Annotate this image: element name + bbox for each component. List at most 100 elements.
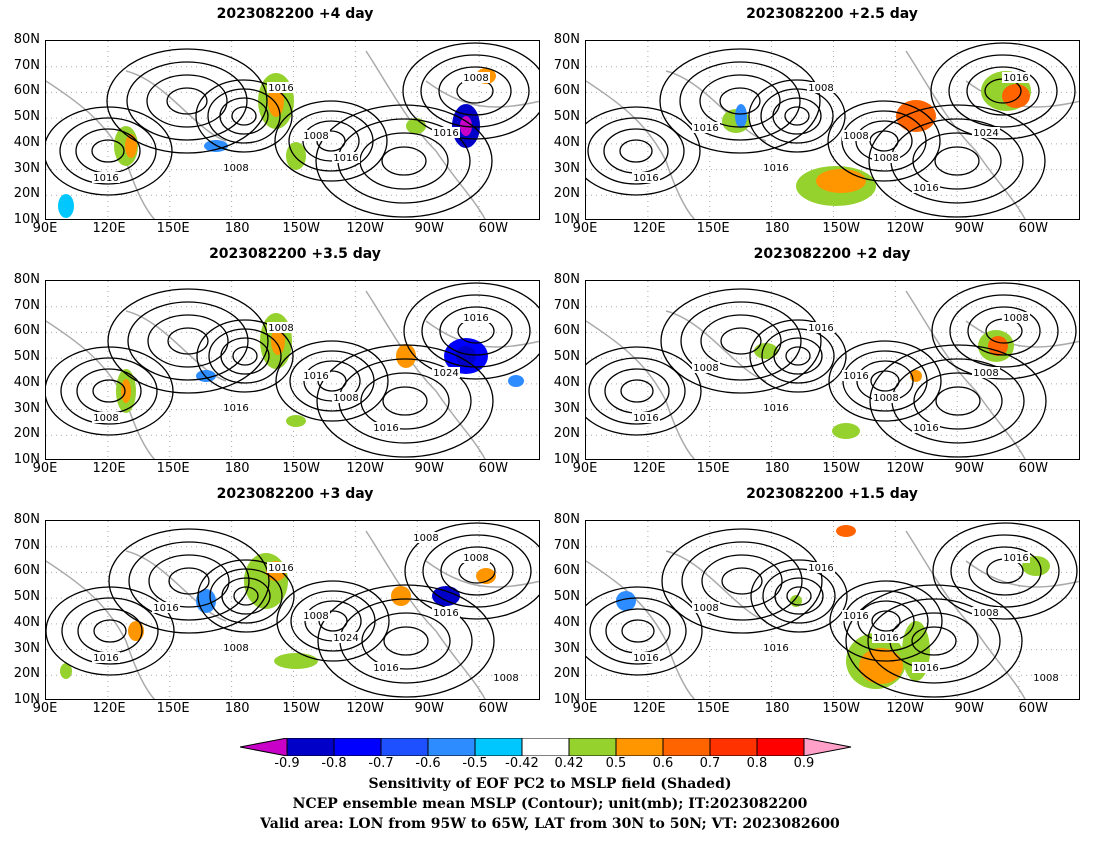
mslp-contour [784, 106, 810, 126]
mslp-contour [588, 357, 686, 425]
caption-line-2: NCEP ensemble mean MSLP (Contour); unit(… [292, 796, 808, 812]
contour-label: 1008 [843, 131, 868, 142]
mslp-contour [750, 559, 848, 633]
contour-label: 1024 [333, 633, 358, 644]
mslp-contour [106, 48, 268, 154]
mslp-contour [586, 106, 701, 196]
x-tick-label: 150E [696, 221, 730, 236]
map-drawing-2: 1016 1016 1008 1008 1024 1016 1008 1016 1016 [586, 41, 1079, 219]
y-tick-label: 70N [13, 57, 40, 73]
contour-label-bg [842, 610, 870, 621]
contour-label: 1016 [843, 371, 868, 382]
contour-label: 1016 [463, 313, 488, 324]
contour-label-bg [462, 552, 490, 563]
sensitivity-shading [896, 100, 936, 132]
y-tick-label: 30N [13, 640, 40, 656]
mslp-contour [315, 104, 493, 218]
mslp-contour [108, 528, 270, 634]
colorbar-tick-label: -0.5 [462, 756, 488, 771]
y-tick-label: 80N [13, 512, 40, 527]
contour-label-bg [332, 392, 360, 403]
contour-label-bg [432, 607, 460, 618]
colorbar-swatch [286, 738, 335, 756]
contour-label: 1016 [373, 423, 398, 434]
contour-label-bg [1002, 312, 1030, 323]
mslp-contour [383, 626, 429, 656]
y-tick-label: 80N [553, 272, 580, 287]
coastline [586, 50, 1079, 219]
colorbar-swatch [240, 738, 288, 756]
contour-label-bg [692, 122, 720, 133]
x-tick-label: 90W [954, 701, 984, 716]
contour-label-bg [807, 82, 835, 93]
mslp-contour [749, 319, 847, 393]
mslp-contour [196, 319, 294, 393]
x-tick-label: 180 [764, 221, 790, 236]
contour-label: 1016 [843, 611, 868, 622]
mslp-contour [785, 346, 811, 366]
x-tick-label: 90E [572, 461, 598, 476]
contour-label-bg [302, 370, 330, 381]
y-tick-label: 20N [13, 666, 40, 682]
mslp-contour [681, 541, 803, 621]
contour-label: 1008 [268, 323, 293, 334]
x-tick-label: 120E [632, 221, 666, 236]
contour-label: 1016 [303, 371, 328, 382]
contour-label-bg [972, 367, 1000, 378]
contour-label-bg [92, 172, 120, 183]
contour-label: 1008 [1003, 313, 1028, 324]
x-tick-label: 90W [954, 461, 984, 476]
contour-label-bg [872, 632, 900, 643]
sensitivity-shading [128, 621, 144, 641]
y-tick-label: 50N [553, 349, 580, 365]
panel-title-6: 2023082200 +1.5 day [746, 486, 918, 502]
y-tick-label: 70N [13, 537, 40, 553]
x-tick-label: 120W [886, 221, 925, 236]
sensitivity-shading [832, 423, 860, 439]
contour-label-bg [842, 370, 870, 381]
mslp-contour [827, 100, 941, 182]
mslp-contour [440, 546, 514, 596]
sensitivity-shading [735, 104, 747, 128]
contour-label-bg [632, 172, 660, 183]
contour-label-bg [807, 322, 835, 333]
map-panel-1: 1016 1008 1016 1008 1016 1008 1016 [45, 40, 540, 220]
mslp-contour [146, 74, 228, 128]
y-tick-label: 10N [553, 452, 580, 467]
x-tick-label: 120W [346, 461, 385, 476]
sensitivity-shading [836, 525, 856, 537]
colorbar-swatch [474, 738, 523, 756]
mslp-contour [786, 586, 812, 606]
contour-label: 1016 [333, 153, 358, 164]
contour-label: 1016 [1003, 73, 1028, 84]
colorbar-tick-label: 0.7 [699, 756, 721, 771]
contour-label: 1016 [633, 173, 658, 184]
contour-label-bg [412, 532, 440, 543]
mslp-contour [586, 346, 702, 436]
sensitivity-shading [816, 169, 866, 193]
colorbar-swatch [427, 738, 476, 756]
y-tick-label: 10N [13, 212, 40, 227]
contour-label: 1016 [433, 128, 458, 139]
map-panel-2: 1016 1016 1008 1008 1024 1016 1008 1016 1016 [585, 40, 1080, 220]
contour-label-bg [872, 392, 900, 403]
contour-label: 1016 [93, 653, 118, 664]
contour-label: 1008 [493, 673, 518, 684]
sensitivity-shading [432, 586, 460, 606]
y-tick-label: 20N [553, 426, 580, 442]
contour-label: 1016 [433, 608, 458, 619]
mslp-contour [420, 54, 530, 128]
contour-label-bg [972, 607, 1000, 618]
y-tick-label: 50N [553, 109, 580, 125]
contour-label: 1016 [633, 413, 658, 424]
contour-label-bg [302, 610, 330, 621]
x-tick-label: 90W [414, 701, 444, 716]
x-tick-label: 150E [696, 701, 730, 716]
contour-label-bg [1032, 672, 1060, 683]
mslp-contour [421, 294, 531, 368]
mslp-contour [381, 146, 427, 176]
mslp-contour [869, 344, 1047, 458]
y-tick-label: 80N [553, 512, 580, 527]
colorbar-swatch [521, 738, 570, 756]
contour-label-bg [912, 422, 940, 433]
